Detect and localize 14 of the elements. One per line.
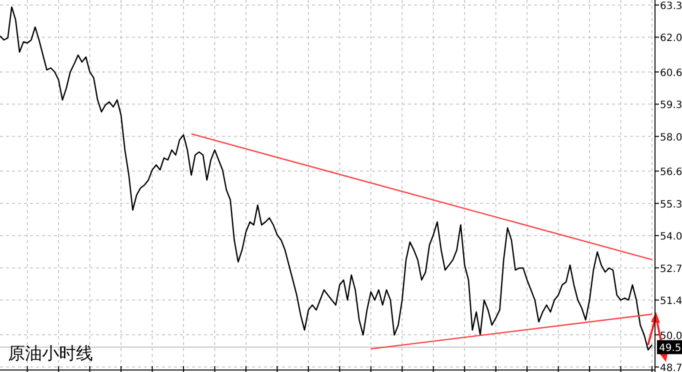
y-tick-label: 55.3 [660, 199, 682, 210]
y-tick-label: 48.7 [660, 363, 682, 372]
y-tick-label: 52.7 [660, 264, 682, 275]
y-tick-label: 50.0 [660, 330, 682, 342]
y-tick-label: 59.3 [660, 100, 682, 112]
y-tick-label: 62.0 [660, 33, 682, 44]
y-tick-label: 60.6 [660, 68, 682, 79]
text: 原油小时线 [8, 344, 93, 364]
ref-line-label: 49.5 [659, 343, 682, 354]
y-tick-label: 56.6 [660, 167, 682, 178]
y-tick-label: 63.3 [660, 1, 682, 12]
y-tick-label: 54.0 [660, 232, 682, 243]
y-tick-label: 58.0 [660, 132, 682, 144]
y-tick-label: 51.4 [660, 296, 682, 308]
